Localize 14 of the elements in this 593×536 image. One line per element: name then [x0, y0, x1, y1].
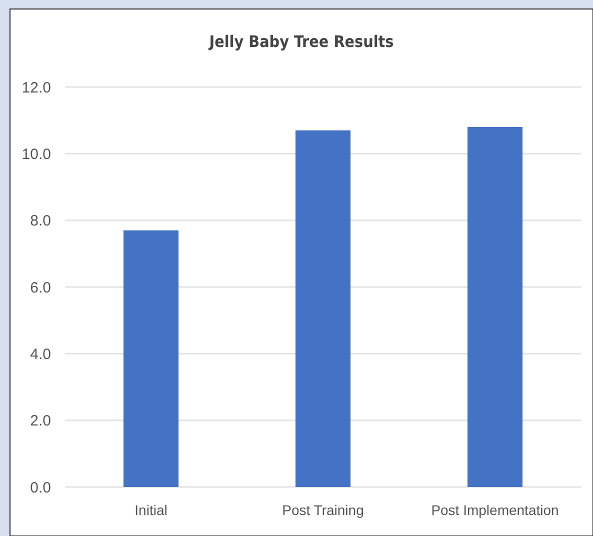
bar [295, 130, 351, 487]
y-tick-label: 12.0 [22, 79, 51, 96]
x-tick-label: Post Training [282, 502, 364, 518]
bar [467, 127, 523, 487]
x-tick-label: Post Implementation [431, 502, 559, 518]
y-tick-label: 4.0 [30, 346, 51, 363]
y-tick-label: 2.0 [30, 412, 51, 430]
y-tick-label: 10.0 [22, 146, 51, 163]
bar [123, 230, 179, 487]
y-tick-label: 8.0 [30, 212, 51, 230]
y-tick-label: 0.0 [30, 479, 51, 496]
y-tick-label: 6.0 [30, 279, 51, 296]
chart-title: Jelly Baby Tree Results [208, 32, 394, 51]
x-tick-label: Initial [134, 502, 168, 518]
